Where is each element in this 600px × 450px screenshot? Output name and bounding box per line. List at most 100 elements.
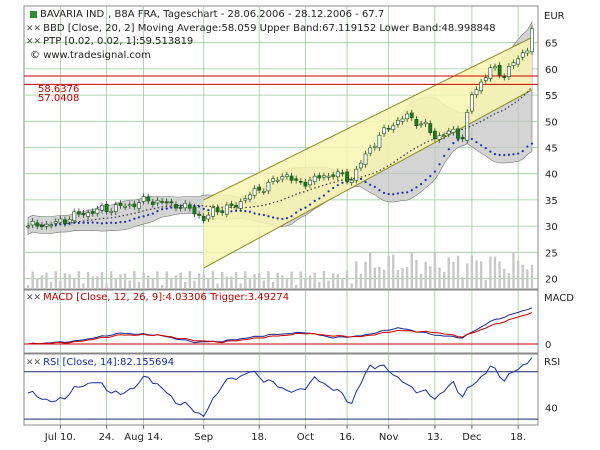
ptp-dot: [322, 194, 326, 197]
candle: [525, 50, 530, 54]
y-tick-label: 25: [545, 248, 558, 259]
volume-bar: [119, 274, 122, 289]
x-tick-label: Dec: [462, 432, 481, 443]
candle: [238, 201, 243, 209]
volume-bar: [221, 271, 224, 289]
volume-bar: [45, 272, 48, 289]
candle: [280, 176, 285, 180]
ptp-dot: [359, 177, 363, 181]
macd-legend: ✕✕ MACD [Close, 12, 26, 9]:4.03306 Trigge…: [26, 292, 289, 304]
candle: [201, 216, 206, 221]
website-label: © www.tradesignal.com: [30, 50, 151, 62]
ptp-dot: [165, 207, 168, 210]
volume-bar: [225, 276, 229, 289]
x-tick-label: 24.: [99, 432, 115, 443]
ptp-dot: [133, 217, 136, 220]
volume-bar: [160, 284, 164, 289]
candle: [252, 188, 257, 196]
candle: [271, 178, 275, 182]
candle: [53, 221, 58, 224]
exchange-info: , B8A FRA, Tageschart - 28.06.2006 - 28.…: [108, 9, 385, 20]
candle: [30, 221, 35, 226]
volume-bar: [174, 275, 178, 289]
candle: [100, 205, 104, 211]
volume-bar: [276, 272, 279, 289]
x-tick-label: Aug 14.: [124, 432, 163, 443]
candle: [275, 179, 280, 182]
candle: [35, 222, 40, 227]
volume-bar: [419, 273, 423, 289]
remove-indicator-icon[interactable]: ✕✕: [26, 293, 42, 303]
volume-bar: [133, 271, 136, 289]
candle: [363, 153, 368, 166]
remove-indicator-icon[interactable]: ✕✕: [26, 358, 42, 368]
candle: [174, 204, 178, 209]
copyright-icon: ©: [30, 50, 40, 61]
volume-bar: [63, 273, 67, 289]
y-tick-label: 60: [545, 65, 558, 76]
remove-indicator-icon[interactable]: ✕✕: [26, 37, 42, 47]
ptp-dot: [489, 150, 492, 153]
ptp-dot: [429, 174, 432, 178]
candle: [192, 206, 197, 215]
volume-bar: [484, 279, 487, 289]
ptp-dot: [170, 206, 173, 209]
candle: [520, 52, 525, 58]
y-tick-label: 65: [545, 39, 558, 50]
candle: [211, 207, 215, 217]
volume-bar: [433, 252, 437, 289]
volume-bar: [318, 281, 321, 289]
remove-indicator-icon[interactable]: ✕✕: [26, 24, 42, 34]
volume-bar: [96, 276, 99, 289]
volume-bar: [331, 273, 335, 289]
ptp-dot: [373, 185, 376, 188]
candle: [502, 76, 507, 78]
volume-bar: [410, 252, 413, 289]
volume-bar: [378, 267, 381, 289]
candle: [382, 127, 386, 135]
candle: [372, 145, 377, 148]
ptp-dot: [410, 189, 413, 192]
volume-bar: [299, 271, 303, 289]
ptp-dot: [137, 216, 141, 219]
ptp-dot: [424, 178, 427, 182]
ptp-dot: [299, 208, 302, 211]
volume-bar: [396, 270, 400, 289]
y-tick-label: 50: [545, 117, 558, 128]
ptp-dot: [507, 153, 510, 156]
candle: [215, 207, 220, 213]
macd-tick-label: 0: [545, 340, 551, 351]
volume-bar: [336, 274, 339, 289]
volume-bar: [345, 271, 349, 289]
ptp-dot: [234, 209, 238, 212]
ptp-dot: [447, 148, 450, 151]
volume-bar: [290, 271, 293, 289]
candle: [127, 204, 132, 207]
candle: [456, 128, 460, 139]
volume-bar: [142, 272, 145, 289]
ptp-dot: [392, 193, 395, 196]
candle: [409, 112, 414, 119]
candle: [113, 204, 118, 213]
volume-bar: [475, 260, 478, 289]
candle: [423, 121, 428, 125]
ptp-dot: [147, 213, 150, 217]
chart-title: BAVARIA IND, B8A FRA, Tageschart - 28.06…: [30, 9, 384, 21]
volume-bar: [86, 271, 90, 289]
volume-bar: [105, 283, 108, 289]
panel-2: [23, 289, 539, 354]
macd-legend-text: MACD [Close, 12, 26, 9]:4.03306 Trigger:…: [43, 292, 290, 303]
candle: [206, 214, 211, 220]
ptp-dot: [271, 216, 275, 219]
ptp-dot: [105, 221, 108, 225]
candle: [289, 175, 294, 181]
x-tick-label: Jul 10.: [44, 432, 76, 443]
ptp-dot: [378, 189, 381, 192]
candle: [187, 204, 192, 209]
candle: [298, 180, 303, 183]
ptp-dot: [406, 191, 409, 194]
volume-bar: [151, 277, 155, 289]
ptp-dot: [258, 213, 261, 216]
volume-bar: [165, 271, 168, 289]
ptp-dot: [484, 146, 487, 150]
